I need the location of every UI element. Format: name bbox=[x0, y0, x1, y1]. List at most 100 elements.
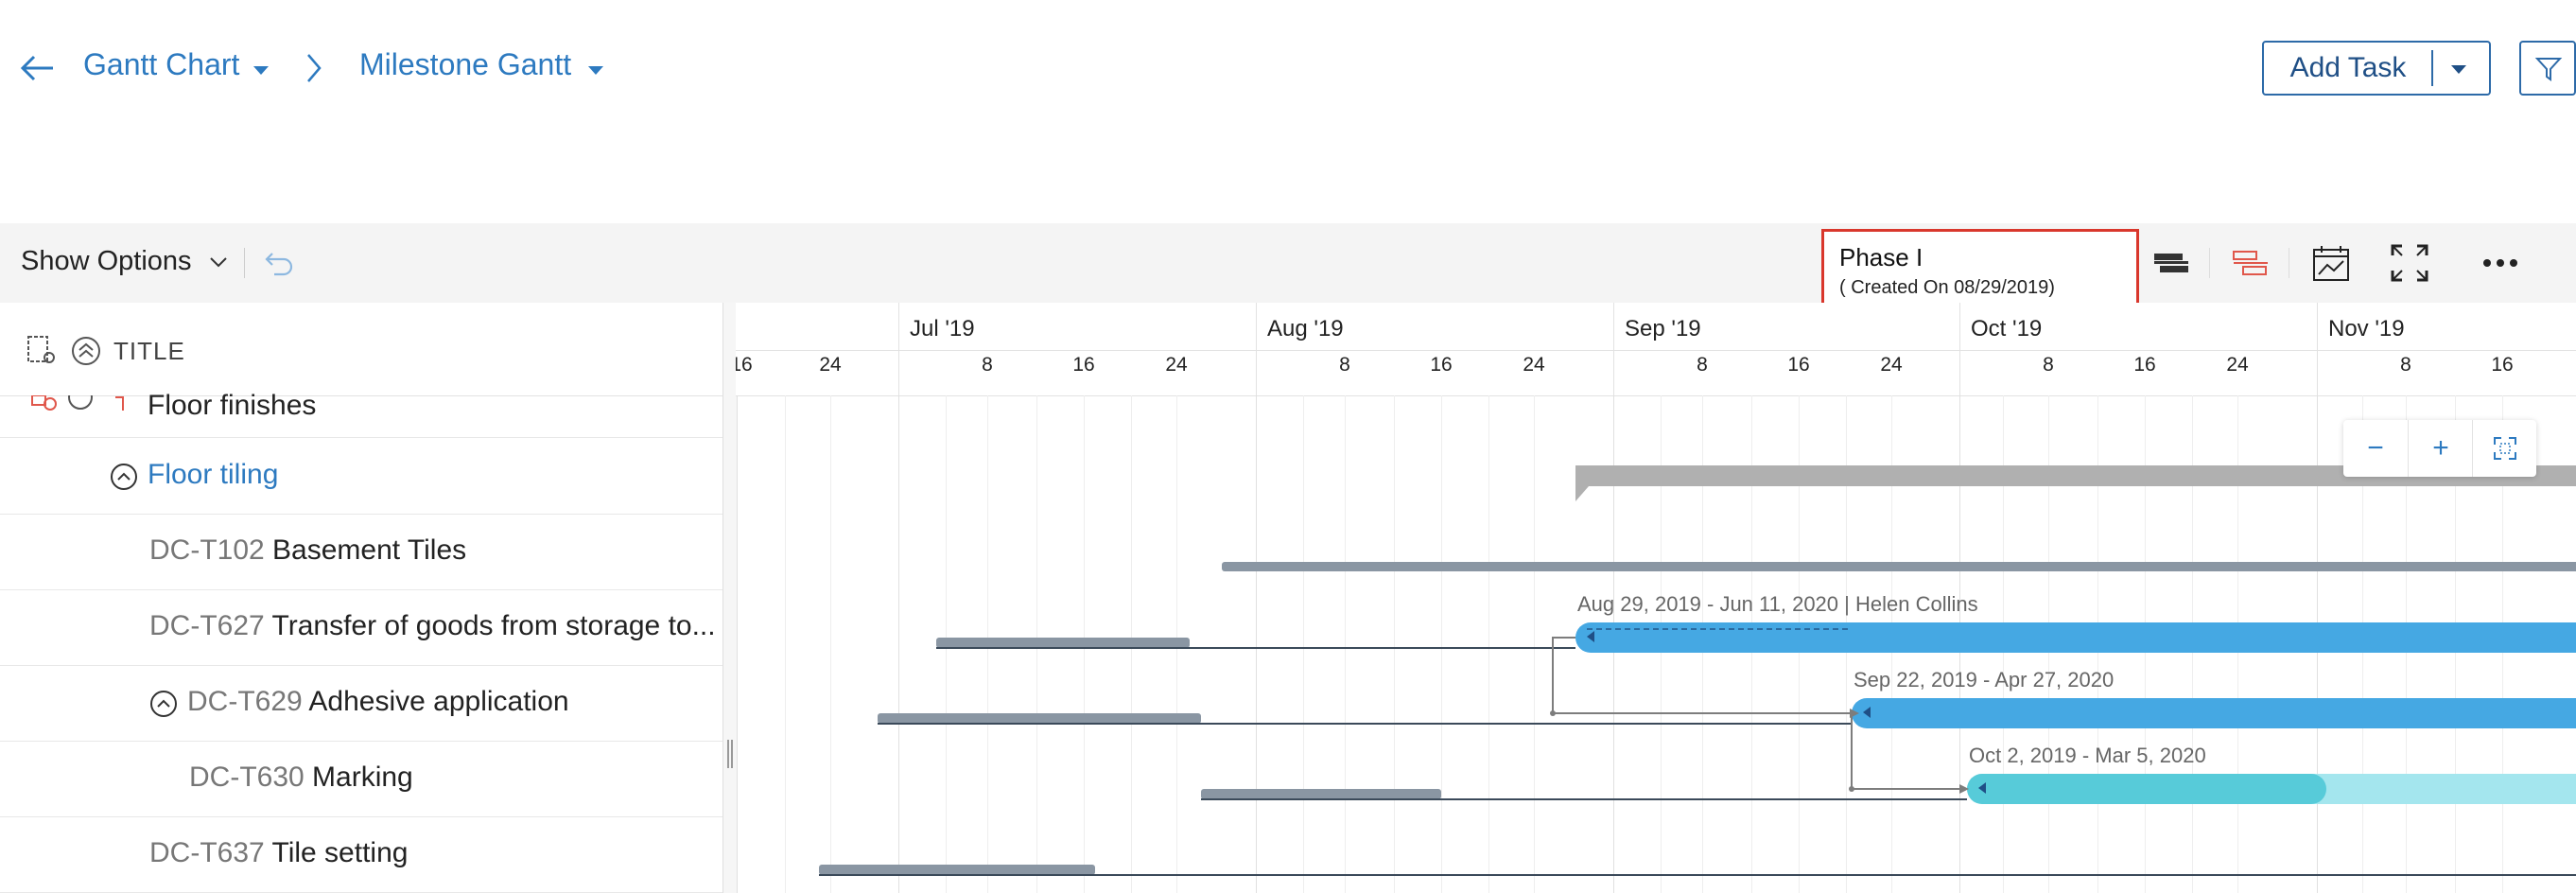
phase-info-box[interactable]: Phase I ( Created On 08/29/2019) bbox=[1821, 229, 2139, 306]
zoom-out-button[interactable]: − bbox=[2367, 432, 2384, 464]
dependency-connectors bbox=[1550, 637, 1969, 794]
add-task-button[interactable]: Add Task bbox=[2262, 41, 2491, 96]
toolbar-divider bbox=[244, 248, 245, 278]
baseline-bar-dc-t102[interactable] bbox=[1222, 562, 2576, 571]
collapse-icon[interactable] bbox=[110, 463, 138, 491]
collapse-icon[interactable] bbox=[68, 395, 93, 411]
task-bar-dc-t629[interactable] bbox=[1852, 698, 2576, 728]
gantt-timeline: Jul '19 Aug '19 Sep '19 Oct '19 Nov '19 … bbox=[736, 303, 2576, 893]
task-row-floor-finishes[interactable]: Floor finishes bbox=[0, 390, 722, 438]
phase-title: Phase I bbox=[1839, 243, 1923, 271]
grid-header: TITLE bbox=[0, 303, 722, 396]
task-grid: TITLE Floor finishes Floor tiling DC-T10… bbox=[0, 303, 722, 893]
summary-bar-floor-tiling[interactable] bbox=[1575, 465, 2576, 503]
grid-line bbox=[1394, 395, 1395, 893]
add-task-dropdown-icon[interactable] bbox=[2451, 65, 2466, 74]
breadcrumb-milestone-gantt[interactable]: Milestone Gantt bbox=[359, 47, 572, 81]
day-label: 8 bbox=[1697, 354, 1708, 376]
task-row-floor-tiling[interactable]: Floor tiling bbox=[0, 438, 722, 515]
filter-icon bbox=[2534, 58, 2563, 81]
day-label: 8 bbox=[2043, 354, 2054, 376]
splitter-grip[interactable] bbox=[731, 740, 733, 768]
task-row-dc-t637[interactable]: DC-T637 Tile setting bbox=[0, 816, 722, 893]
task-row-dc-t627[interactable]: DC-T627 Transfer of goods from storage t… bbox=[0, 589, 722, 666]
title-column-header[interactable]: TITLE bbox=[113, 337, 185, 365]
critical-path-icon[interactable] bbox=[2230, 242, 2271, 284]
splitter-grip[interactable] bbox=[727, 740, 729, 768]
baseline-bar-dc-t629[interactable] bbox=[878, 713, 1201, 724]
grid-line bbox=[1441, 395, 1442, 893]
day-label: 8 bbox=[982, 354, 993, 376]
breadcrumb-gantt-chart[interactable]: Gantt Chart bbox=[83, 47, 240, 81]
day-label: 16 bbox=[1072, 354, 1095, 376]
baseline-bar-dc-t637[interactable] bbox=[819, 865, 1095, 875]
back-arrow-icon[interactable] bbox=[19, 53, 57, 83]
task-row-dc-t102[interactable]: DC-T102 Basement Tiles bbox=[0, 514, 722, 590]
task-bar-label: Oct 2, 2019 - Mar 5, 2020 bbox=[1969, 744, 2206, 767]
progress-marker bbox=[1587, 628, 1848, 630]
undo-icon[interactable] bbox=[265, 250, 295, 276]
task-row-dc-t629[interactable]: DC-T629 Adhesive application bbox=[0, 665, 722, 742]
zoom-control: − + bbox=[2343, 420, 2536, 477]
task-id: DC-T637 bbox=[149, 837, 265, 868]
month-label: Oct '19 bbox=[1971, 316, 2043, 341]
more-options-icon[interactable] bbox=[2480, 242, 2521, 284]
fit-to-screen-button[interactable] bbox=[2472, 420, 2537, 477]
baseline-line bbox=[1201, 798, 1967, 800]
month-divider bbox=[898, 303, 899, 395]
show-options-button[interactable]: Show Options bbox=[21, 246, 228, 277]
add-task-label[interactable]: Add Task bbox=[2289, 52, 2407, 83]
task-label: Transfer of goods from storage to... bbox=[271, 610, 716, 641]
collapse-all-icon[interactable] bbox=[70, 335, 102, 367]
panel-splitter[interactable] bbox=[722, 303, 738, 893]
show-options-label[interactable]: Show Options bbox=[21, 246, 192, 276]
grid-line bbox=[830, 395, 831, 893]
grid-line bbox=[1256, 395, 1257, 893]
baseline-line bbox=[819, 874, 2576, 876]
fullscreen-icon[interactable] bbox=[2389, 242, 2430, 284]
task-label: Marking bbox=[312, 762, 413, 793]
month-divider bbox=[1256, 303, 1257, 395]
task-row-dc-t630[interactable]: DC-T630 Marking bbox=[0, 741, 722, 817]
task-bar-dc-t627[interactable] bbox=[1575, 622, 2576, 653]
task-label[interactable]: Floor tiling bbox=[148, 459, 279, 490]
day-label: 24 bbox=[1880, 354, 1903, 376]
gantt-chart-dropdown-icon[interactable] bbox=[253, 66, 269, 75]
month-divider bbox=[2317, 303, 2318, 395]
zoom-in-button[interactable]: + bbox=[2408, 420, 2473, 477]
baseline-line bbox=[936, 647, 1575, 649]
task-id: DC-T630 bbox=[189, 762, 305, 793]
grid-line bbox=[1534, 395, 1535, 893]
task-bar-label: Aug 29, 2019 - Jun 11, 2020 | Helen Coll… bbox=[1577, 592, 1978, 616]
grid-line bbox=[1488, 395, 1489, 893]
filter-button[interactable] bbox=[2519, 41, 2576, 96]
task-bar-label: Sep 22, 2019 - Apr 27, 2020 bbox=[1854, 668, 2115, 692]
grid-line bbox=[1345, 395, 1346, 893]
baseline-bar-dc-t630[interactable] bbox=[1201, 789, 1441, 799]
day-label: 8 bbox=[2400, 354, 2411, 376]
day-label: 24 bbox=[819, 354, 842, 376]
milestone-gantt-dropdown-icon[interactable] bbox=[588, 66, 603, 75]
day-label: 16 bbox=[1430, 354, 1453, 376]
grid-line bbox=[1303, 395, 1304, 893]
task-label: Floor finishes bbox=[148, 390, 317, 421]
fit-screen-icon bbox=[2494, 437, 2516, 460]
dependency-icon bbox=[115, 396, 124, 411]
calendar-chart-icon[interactable] bbox=[2311, 242, 2353, 284]
task-label: Tile setting bbox=[271, 837, 409, 868]
day-label: 16 bbox=[2133, 354, 2156, 376]
task-label: Adhesive application bbox=[308, 686, 569, 717]
column-settings-icon[interactable] bbox=[26, 335, 57, 365]
collapse-icon[interactable] bbox=[149, 690, 178, 718]
chevron-down-icon[interactable] bbox=[209, 255, 228, 269]
baseline-bar-dc-t627[interactable] bbox=[936, 638, 1190, 648]
drag-handle-icon[interactable] bbox=[1585, 630, 1596, 643]
day-label: 16 bbox=[1787, 354, 1810, 376]
day-label: 16 bbox=[736, 354, 753, 376]
day-label: 8 bbox=[1339, 354, 1350, 376]
baseline-icon[interactable] bbox=[2150, 242, 2192, 284]
gantt-toolbar: Show Options Phase I ( Created On 08/29/… bbox=[0, 223, 2576, 306]
drag-handle-icon[interactable] bbox=[1976, 781, 1988, 795]
drag-handle-icon[interactable] bbox=[1861, 706, 1872, 719]
day-label: 16 bbox=[2491, 354, 2514, 376]
